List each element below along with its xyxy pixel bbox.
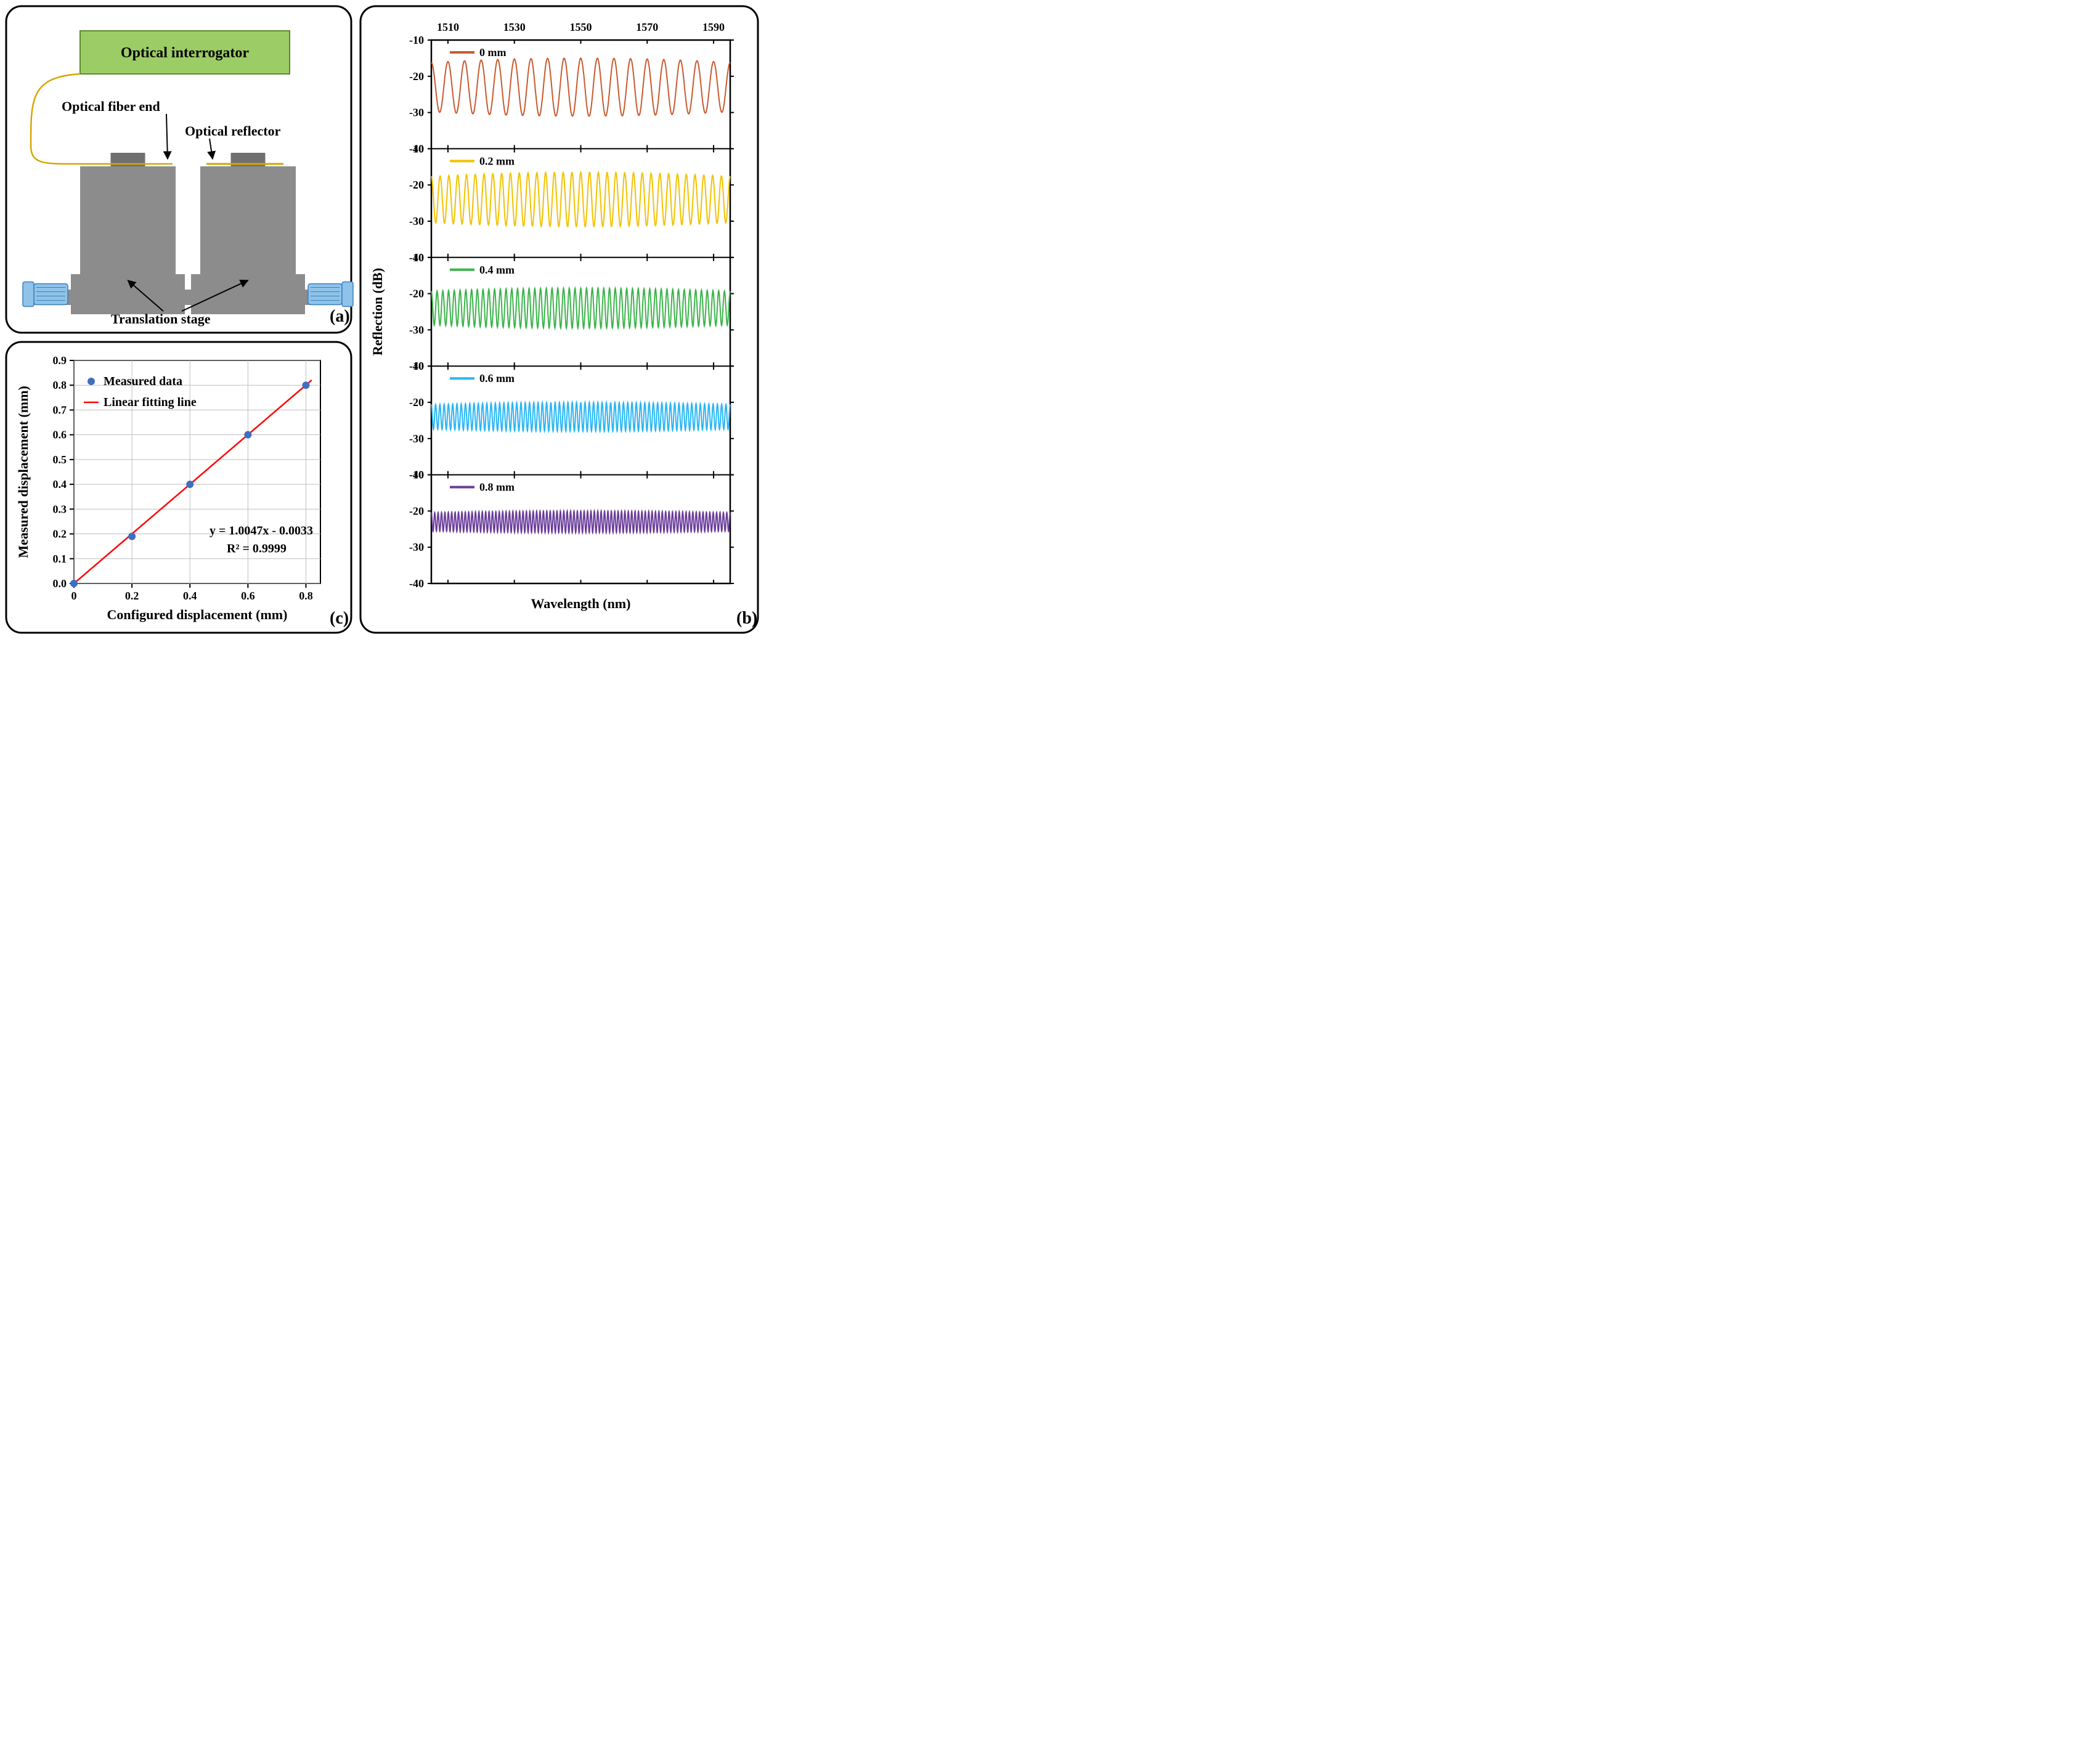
svg-text:0.1: 0.1 bbox=[53, 553, 67, 565]
svg-text:1510: 1510 bbox=[437, 21, 459, 33]
svg-text:-10: -10 bbox=[409, 360, 424, 372]
svg-text:-30: -30 bbox=[409, 107, 424, 119]
svg-text:-10: -10 bbox=[409, 34, 424, 46]
svg-text:0.9: 0.9 bbox=[53, 354, 67, 367]
svg-text:1570: 1570 bbox=[636, 21, 658, 33]
svg-text:0.3: 0.3 bbox=[53, 503, 67, 515]
panel-b-ylabel: Reflection (dB) bbox=[370, 268, 385, 355]
fit-eq: y = 1.0047x - 0.0033 bbox=[210, 524, 313, 537]
svg-text:-30: -30 bbox=[409, 215, 424, 227]
spectrum-legend: 0.8 mm bbox=[479, 481, 515, 494]
svg-text:-30: -30 bbox=[409, 323, 424, 336]
figure-root: Optical interrogator Optical fiber end Opt… bbox=[0, 0, 2100, 640]
svg-text:-40: -40 bbox=[409, 577, 424, 590]
svg-text:1530: 1530 bbox=[503, 21, 526, 33]
panel-a-label: (a) bbox=[330, 307, 350, 326]
svg-text:-10: -10 bbox=[409, 469, 424, 481]
data-point bbox=[128, 533, 136, 540]
interrogator-label: Optical interrogator bbox=[121, 45, 250, 61]
stage-base bbox=[191, 274, 305, 314]
svg-text:0.7: 0.7 bbox=[53, 404, 67, 416]
fiber-end-label: Optical fiber end bbox=[62, 99, 160, 114]
svg-text:0.0: 0.0 bbox=[53, 577, 67, 590]
panel-c-xlabel: Configured displacement (mm) bbox=[107, 607, 288, 622]
stage-pillar bbox=[200, 166, 296, 274]
svg-text:-30: -30 bbox=[409, 541, 424, 553]
svg-text:-20: -20 bbox=[409, 179, 424, 191]
panel-b-xlabel: Wavelength (nm) bbox=[531, 596, 631, 611]
panel-b-label: (b) bbox=[736, 609, 757, 628]
svg-text:-10: -10 bbox=[409, 251, 424, 264]
svg-text:-20: -20 bbox=[409, 396, 424, 408]
svg-text:0.6: 0.6 bbox=[53, 429, 67, 441]
svg-text:-10: -10 bbox=[409, 142, 424, 155]
data-point bbox=[302, 381, 309, 389]
stage-pillar bbox=[80, 166, 176, 274]
stage-label: Translation stage bbox=[111, 311, 211, 327]
svg-text:0.8: 0.8 bbox=[53, 379, 67, 391]
svg-text:0.5: 0.5 bbox=[53, 453, 67, 466]
reflector-label: Optical reflector bbox=[185, 123, 281, 139]
svg-text:0.4: 0.4 bbox=[53, 478, 67, 490]
spectrum-legend: 0.2 mm bbox=[479, 155, 515, 167]
svg-text:0.8: 0.8 bbox=[299, 590, 313, 602]
svg-text:0: 0 bbox=[71, 590, 77, 602]
spectrum-legend: 0 mm bbox=[479, 46, 507, 59]
svg-text:-30: -30 bbox=[409, 433, 424, 445]
svg-text:-20: -20 bbox=[409, 505, 424, 517]
stage-base bbox=[71, 274, 185, 314]
legend-fit: Linear fitting line bbox=[104, 396, 197, 409]
svg-text:1590: 1590 bbox=[702, 21, 725, 33]
fit-r2: R² = 0.9999 bbox=[227, 542, 287, 555]
svg-text:-20: -20 bbox=[409, 70, 424, 83]
spectrum-legend: 0.6 mm bbox=[479, 372, 515, 384]
svg-text:0.2: 0.2 bbox=[125, 590, 139, 602]
svg-text:0.2: 0.2 bbox=[53, 528, 67, 540]
data-point bbox=[244, 431, 251, 439]
panel-c-ylabel: Measured displacement (mm) bbox=[15, 386, 31, 558]
panel-c-label: (c) bbox=[330, 609, 349, 628]
data-point bbox=[70, 580, 78, 587]
legend-measured: Measured data bbox=[104, 375, 182, 388]
spectrum-legend: 0.4 mm bbox=[479, 264, 515, 276]
svg-text:0.6: 0.6 bbox=[241, 590, 255, 602]
svg-text:-20: -20 bbox=[409, 288, 424, 300]
data-point bbox=[186, 481, 193, 488]
svg-text:1550: 1550 bbox=[570, 21, 592, 33]
svg-text:0.4: 0.4 bbox=[183, 590, 197, 602]
